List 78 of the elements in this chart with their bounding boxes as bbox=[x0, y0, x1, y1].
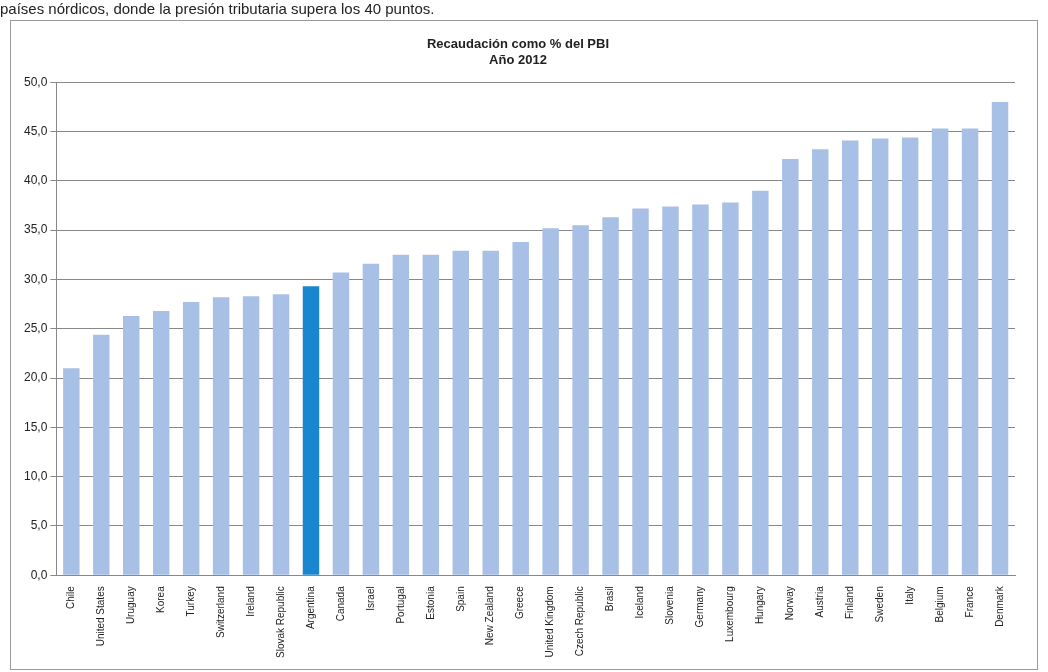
bar bbox=[212, 297, 230, 575]
y-tick-label: 45,0 bbox=[24, 123, 48, 138]
y-tick-label: 15,0 bbox=[24, 419, 48, 434]
bar bbox=[152, 311, 170, 575]
x-tick-label: Portugal bbox=[394, 586, 406, 624]
bar bbox=[901, 137, 919, 575]
bar bbox=[692, 204, 709, 575]
bar bbox=[662, 206, 679, 575]
text: países nórdicos, donde la presión tributaria supera los 40 puntos. bbox=[0, 0, 436, 18]
x-tick-label: Greece bbox=[514, 585, 526, 620]
text: Año 2012 bbox=[489, 51, 547, 67]
bar bbox=[991, 101, 1009, 575]
x-tick-label: Canada bbox=[334, 585, 346, 622]
x-tick-label: Israel bbox=[364, 586, 376, 611]
y-tick-label: 5,0 bbox=[30, 518, 48, 533]
bar bbox=[182, 302, 200, 575]
x-tick-label: Uruguay bbox=[125, 586, 136, 625]
bar bbox=[572, 225, 589, 575]
y-tick-label: 0,0 bbox=[30, 567, 48, 582]
x-tick-label: France bbox=[963, 585, 975, 618]
bar bbox=[362, 263, 380, 575]
bar bbox=[93, 334, 110, 575]
x-tick-label: Slovak Republic bbox=[274, 586, 286, 659]
bar bbox=[871, 138, 889, 575]
x-tick-label: Finland bbox=[843, 586, 855, 620]
bar bbox=[422, 254, 440, 575]
text: Recaudación como % del PBI bbox=[426, 36, 610, 52]
x-tick-label: Norway bbox=[784, 586, 796, 621]
y-tick-label: 20,0 bbox=[24, 370, 48, 385]
y-tick-label: 50,0 bbox=[24, 74, 48, 89]
bar bbox=[242, 296, 260, 575]
bar bbox=[272, 294, 290, 575]
bar bbox=[961, 128, 979, 575]
y-tick-label: 25,0 bbox=[24, 321, 48, 336]
bar bbox=[63, 368, 80, 575]
x-tick-label: Argentina bbox=[304, 585, 316, 630]
x-tick-label: Brasil bbox=[604, 586, 616, 612]
x-tick-label: Belgium bbox=[933, 586, 945, 623]
y-tick-label: 30,0 bbox=[24, 271, 48, 286]
x-tick-label: Korea bbox=[154, 585, 166, 613]
x-tick-label: Luxembourg bbox=[724, 586, 736, 642]
bar bbox=[452, 250, 470, 575]
x-tick-label: Czech Republic bbox=[574, 586, 586, 657]
x-tick-label: Austria bbox=[814, 585, 826, 618]
y-tick-label: 10,0 bbox=[24, 468, 48, 483]
bar bbox=[931, 128, 949, 575]
x-tick-label: Iceland bbox=[634, 586, 646, 619]
bar bbox=[812, 149, 829, 575]
bar bbox=[512, 241, 529, 575]
bar bbox=[332, 272, 350, 575]
bar bbox=[752, 190, 769, 575]
bar bbox=[542, 228, 559, 575]
bar bbox=[782, 159, 799, 575]
x-tick-label: Italy bbox=[903, 586, 915, 605]
x-tick-label: Sweden bbox=[873, 586, 885, 623]
bar bbox=[482, 250, 499, 575]
x-tick-label: United Kingdom bbox=[544, 586, 556, 658]
x-tick-label: New Zealand bbox=[484, 586, 496, 646]
x-tick-label: Switzerland bbox=[214, 586, 226, 638]
x-tick-label: United States bbox=[95, 586, 107, 647]
bar bbox=[632, 208, 649, 575]
x-tick-label: Estonia bbox=[424, 585, 436, 620]
y-tick-label: 40,0 bbox=[24, 173, 48, 188]
x-tick-label: Slovenia bbox=[664, 585, 676, 625]
x-tick-label: Denmark bbox=[993, 585, 1005, 627]
y-tick-label: 35,0 bbox=[24, 222, 48, 237]
bar bbox=[392, 254, 410, 575]
x-tick-label: Germany bbox=[694, 586, 706, 628]
bar bbox=[602, 217, 619, 575]
x-tick-label: Ireland bbox=[244, 586, 256, 617]
x-tick-label: Turkey bbox=[184, 586, 196, 617]
bar bbox=[123, 315, 140, 575]
x-tick-label: Chile bbox=[65, 585, 77, 610]
x-tick-label: Spain bbox=[454, 586, 466, 612]
bar bbox=[842, 140, 859, 575]
bar bbox=[302, 286, 320, 575]
x-tick-label: Hungary bbox=[754, 586, 766, 625]
bar bbox=[722, 202, 739, 575]
